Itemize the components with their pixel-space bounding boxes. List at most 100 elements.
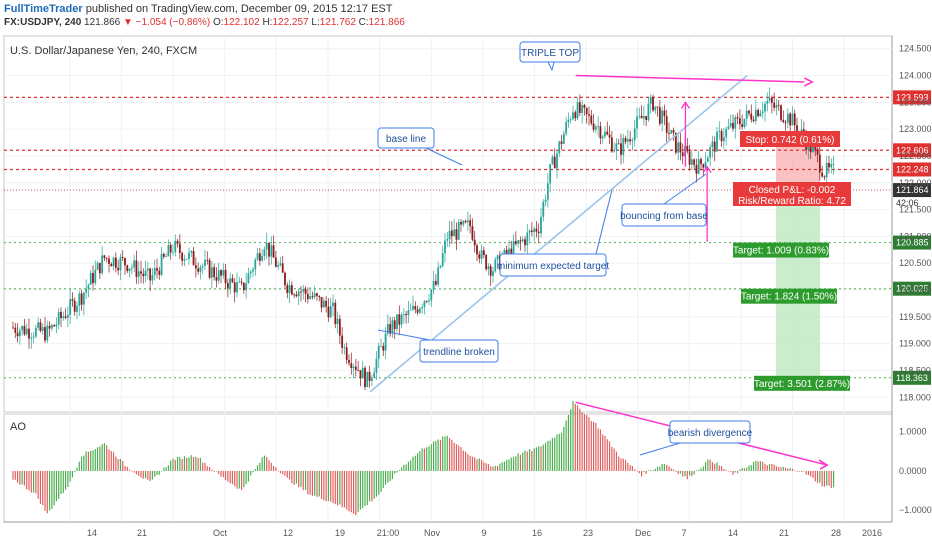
ao-bar <box>691 470 693 477</box>
publisher-name[interactable]: FullTimeTrader <box>4 3 83 15</box>
candle-body <box>402 314 405 315</box>
candle-body <box>393 320 396 330</box>
chart-canvas[interactable]: 123.593122.606122.248121.864120.885120.0… <box>0 30 932 550</box>
candle-body <box>690 159 693 165</box>
candle-body <box>629 139 632 142</box>
candle-body <box>128 268 131 272</box>
candle-body <box>546 183 549 200</box>
candle-body <box>304 288 307 294</box>
candle-body <box>103 255 106 258</box>
ao-bar <box>803 470 805 472</box>
min-target-callout[interactable]: minimum expected target <box>497 189 613 277</box>
price-tick-label: 120.000 <box>899 285 932 295</box>
candle-body <box>85 288 88 293</box>
ao-bar <box>750 465 752 471</box>
ao-bar <box>805 470 807 475</box>
candle-body <box>386 324 389 334</box>
ao-bar <box>823 470 826 487</box>
candle-body <box>14 327 17 333</box>
ao-bar <box>288 470 291 480</box>
pnl-label-box[interactable]: Closed P&L: -0.002 Risk/Reward Ratio: 4.… <box>733 182 851 207</box>
candle-body <box>375 358 378 373</box>
ao-bar <box>158 470 160 475</box>
candle-body <box>206 259 209 261</box>
candle-body <box>370 377 373 381</box>
ao-bar <box>432 441 435 471</box>
ao-bar <box>526 451 528 471</box>
price-tick-label: 118.000 <box>899 392 931 402</box>
bearish-divergence-callout[interactable]: bearish divergence <box>639 420 753 456</box>
candle-body <box>254 259 257 270</box>
ao-bar <box>266 456 268 471</box>
ao-bar <box>622 458 624 471</box>
candle-body <box>48 325 51 329</box>
ao-bar <box>62 470 64 494</box>
candle-body <box>92 272 94 284</box>
candle-body <box>322 300 325 308</box>
candle-body <box>709 147 712 158</box>
candle-body <box>117 267 120 271</box>
candle-body <box>217 270 220 281</box>
candle-body <box>153 268 156 276</box>
candle-body <box>293 294 296 296</box>
ao-bar <box>378 470 380 495</box>
level-price-tag <box>893 370 931 385</box>
ao-bar <box>380 470 382 493</box>
low-value: 121.762 <box>319 17 356 28</box>
candle-body <box>496 255 499 260</box>
ao-bar <box>656 466 659 471</box>
level-price-label: 122.248 <box>896 164 929 174</box>
trendline-broken-callout[interactable]: trendline broken <box>377 329 499 363</box>
ao-bar <box>23 470 26 486</box>
candle-body <box>300 291 302 293</box>
candle-body <box>748 110 750 114</box>
candle-body <box>784 122 787 123</box>
ao-bar <box>558 433 560 471</box>
price-tick-label: 121.000 <box>899 231 932 241</box>
target-label: Target: 3.501 (2.87%) <box>754 379 850 390</box>
ao-bar <box>311 470 314 496</box>
candle-body <box>421 306 424 309</box>
candle-body <box>233 282 236 293</box>
candle-body <box>220 270 222 276</box>
candle-body <box>439 265 442 268</box>
target-label-box[interactable]: Target: 3.501 (2.87%) <box>754 375 850 391</box>
candle-body <box>480 250 483 259</box>
candle-body <box>462 221 465 225</box>
candle-body <box>121 257 124 259</box>
candle-body <box>613 149 616 152</box>
candle-body <box>825 162 828 178</box>
target-label-box[interactable]: Target: 1.009 (0.83%) <box>733 242 829 258</box>
candle-body <box>464 221 467 223</box>
candle-body <box>444 240 446 254</box>
ao-bar <box>181 459 183 471</box>
ao-bar <box>117 458 119 471</box>
triple-top-callout[interactable]: TRIPLE TOP <box>519 41 581 72</box>
height-arrowhead <box>680 101 690 109</box>
candle-body <box>172 252 174 253</box>
ao-bar <box>69 470 71 482</box>
candle-body <box>176 240 179 244</box>
stop-label-box[interactable]: Stop: 0.742 (0.61%) <box>740 131 840 147</box>
ao-bar <box>48 470 51 511</box>
bouncing-callout[interactable]: bouncing from base <box>620 173 708 227</box>
ao-bar <box>668 466 670 471</box>
candle-body <box>476 245 478 255</box>
candle-body <box>224 269 227 284</box>
candle-body <box>18 330 21 337</box>
ao-bar <box>494 465 496 471</box>
candle-body <box>341 335 344 348</box>
candle-body <box>366 371 369 388</box>
ao-bar <box>110 451 112 471</box>
candle-body <box>469 220 472 227</box>
ao-bar <box>794 470 796 471</box>
ao-bar <box>588 417 590 471</box>
target-label-box[interactable]: Target: 1.824 (1.50%) <box>741 288 837 304</box>
ao-bar <box>720 466 723 471</box>
candlestick-series <box>12 87 835 391</box>
ao-bar <box>442 436 444 471</box>
candle-body <box>832 163 835 165</box>
candle-body <box>400 314 403 325</box>
ao-bar <box>652 470 654 471</box>
base-line-callout[interactable]: base line <box>377 127 463 166</box>
